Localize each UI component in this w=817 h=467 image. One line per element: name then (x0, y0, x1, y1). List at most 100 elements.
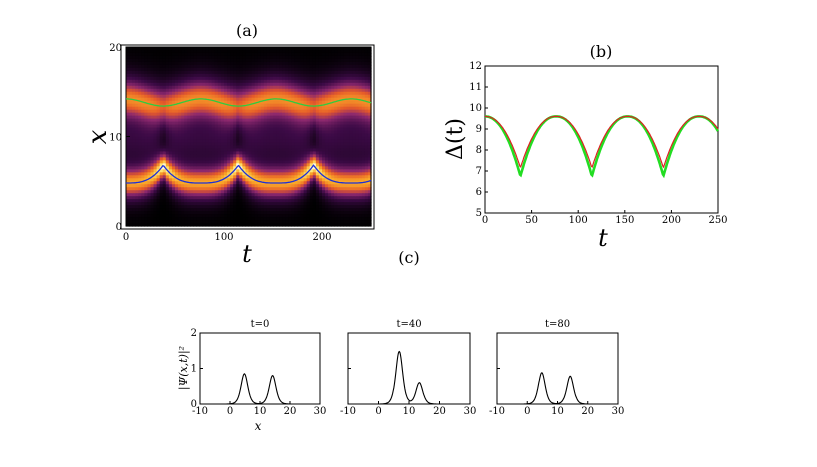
heatmap-cell (150, 205, 155, 209)
heatmap-cell (144, 190, 149, 194)
heatmap-cell (349, 118, 354, 123)
heatmap-cell (245, 187, 250, 191)
heatmap-cell (233, 136, 237, 141)
heatmap-cell (196, 106, 201, 111)
x-tick-label: 20 (284, 406, 297, 417)
heatmap-cell (325, 154, 329, 158)
heatmap-cell (168, 193, 173, 197)
heatmap-cell (285, 118, 289, 123)
heatmap-cell (190, 187, 194, 191)
heatmap-cell (328, 47, 332, 51)
heatmap-cell (361, 100, 366, 105)
heatmap-cell (346, 130, 351, 135)
heatmap-cell (254, 172, 259, 176)
heatmap-cell (165, 127, 170, 132)
heatmap-cell (269, 187, 274, 191)
heatmap-cell (242, 199, 247, 203)
heatmap-cell (202, 166, 207, 170)
heatmap-cell (325, 157, 329, 161)
heatmap-cell (184, 154, 188, 158)
heatmap-cell (361, 163, 366, 167)
heatmap-cell (364, 211, 369, 215)
heatmap-cell (126, 193, 130, 197)
heatmap-cell (349, 196, 354, 200)
heatmap-cell (162, 193, 167, 197)
heatmap-cell (126, 139, 130, 144)
heatmap-cell (224, 61, 228, 66)
heatmap-cell (156, 52, 161, 57)
heatmap-cell (257, 208, 262, 212)
heatmap-cell (245, 184, 250, 188)
heatmap-cell (288, 196, 292, 200)
heatmap-cell (334, 199, 338, 203)
heatmap-cell (346, 214, 351, 218)
heatmap-cell (239, 55, 243, 60)
heatmap-cell (273, 121, 277, 126)
heatmap-cell (129, 157, 133, 161)
heatmap-cell (291, 175, 296, 179)
heatmap-cell (211, 202, 216, 206)
heatmap-cell (273, 133, 277, 138)
heatmap-cell (184, 193, 188, 197)
heatmap-cell (260, 190, 265, 194)
heatmap-cell (162, 61, 167, 66)
heatmap-cell (236, 55, 240, 60)
heatmap-cell (129, 187, 133, 191)
heatmap-cell (214, 163, 219, 167)
heatmap-cell (279, 67, 283, 72)
heatmap-cell (187, 133, 191, 138)
heatmap-cell (141, 103, 145, 108)
heatmap-cell (227, 175, 231, 179)
x-tick-label: 20 (581, 406, 594, 417)
heatmap-cell (214, 184, 219, 188)
heatmap-cell (224, 94, 228, 99)
heatmap-cell (358, 184, 363, 188)
heatmap-cell (322, 73, 326, 78)
heatmap-cell (257, 142, 262, 147)
heatmap-cell (322, 184, 326, 188)
heatmap-cell (205, 199, 210, 203)
heatmap-cell (312, 193, 317, 197)
heatmap-cell (150, 163, 155, 167)
heatmap-cell (254, 47, 259, 51)
heatmap-cell (132, 175, 136, 179)
heatmap-cell (144, 109, 149, 114)
heatmap-cell (224, 139, 228, 144)
heatmap-cell (202, 136, 207, 141)
heatmap-cell (291, 47, 296, 51)
heatmap-cell (239, 94, 243, 99)
heatmap-cell (285, 115, 289, 120)
heatmap-cell (138, 205, 142, 209)
heatmap-cell (254, 151, 259, 155)
heatmap-cell (224, 58, 228, 63)
heatmap-cell (318, 79, 323, 84)
heatmap-cell (322, 79, 326, 84)
heatmap-cell (294, 211, 299, 215)
heatmap-cell (269, 52, 274, 57)
heatmap-cell (230, 169, 234, 173)
heatmap-cell (171, 70, 176, 75)
heatmap-cell (251, 217, 256, 221)
heatmap-cell (199, 190, 204, 194)
heatmap-cell (208, 79, 213, 84)
heatmap-cell (306, 166, 311, 170)
heatmap-cell (217, 151, 222, 155)
heatmap-cell (153, 58, 158, 63)
heatmap-cell (315, 190, 320, 194)
heatmap-cell (230, 47, 234, 51)
heatmap-cell (135, 223, 139, 227)
heatmap-cell (355, 145, 360, 150)
heatmap-cell (294, 58, 299, 63)
heatmap-cell (306, 82, 311, 87)
heatmap-cell (355, 47, 360, 51)
heatmap-cell (150, 199, 155, 203)
heatmap-cell (178, 82, 182, 87)
heatmap-cell (331, 47, 335, 51)
heatmap-cell (248, 79, 253, 84)
heatmap-cell (361, 76, 366, 81)
heatmap-cell (340, 88, 345, 93)
heatmap-cell (315, 193, 320, 197)
heatmap-cell (162, 223, 167, 227)
heatmap-cell (306, 202, 311, 206)
heatmap-cell (266, 127, 271, 132)
